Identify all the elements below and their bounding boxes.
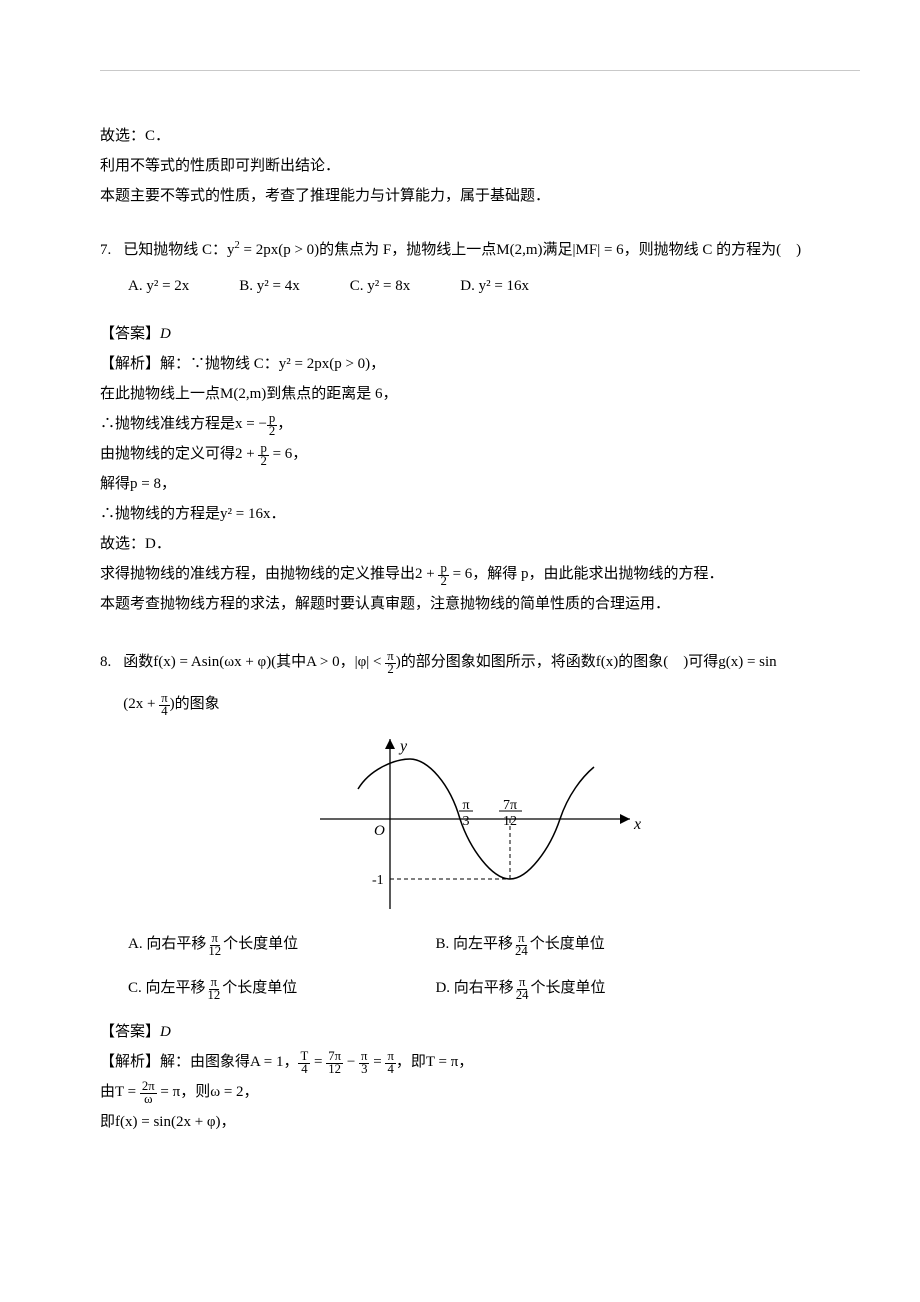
option-b: B. 向左平移π24个长度单位 xyxy=(435,929,742,959)
q8-sol-l1: 【解析】解：由图象得A = 1，T4 = 7π12 − π3 = π4，即T =… xyxy=(100,1047,860,1077)
option-a: A. y² = 2x xyxy=(128,271,189,301)
q-number: 7. xyxy=(100,235,111,265)
option-d: D. 向右平移π24个长度单位 xyxy=(435,973,742,1003)
line: ∴抛物线准线方程是x = −p2， xyxy=(100,409,860,439)
line: 故选：C． xyxy=(100,121,860,151)
option-a: A. 向右平移π12个长度单位 xyxy=(128,929,435,959)
q8-figure: y x O π 3 7π 12 -1 xyxy=(310,729,650,919)
line: 故选：D． xyxy=(100,529,860,559)
line: 本题考查抛物线方程的求法，解题时要认真审题，注意抛物线的简单性质的合理运用． xyxy=(100,589,860,619)
line: 在此抛物线上一点M(2,m)到焦点的距离是 6， xyxy=(100,379,860,409)
axis-x-label: x xyxy=(633,816,641,833)
q8-options: A. 向右平移π12个长度单位 B. 向左平移π24个长度单位 C. 向左平移π… xyxy=(128,929,860,1017)
line: ∴抛物线的方程是y² = 16x． xyxy=(100,499,860,529)
q8: 8. 函数f(x) = Asin(ωx + φ)(其中A > 0，|φ| < π… xyxy=(100,647,860,719)
axis-y-label: y xyxy=(398,738,408,755)
line: 利用不等式的性质即可判断出结论． xyxy=(100,151,860,181)
page: 故选：C． 利用不等式的性质即可判断出结论． 本题主要不等式的性质，考查了推理能… xyxy=(0,0,920,1302)
line: 求得抛物线的准线方程，由抛物线的定义推导出2 + p2 = 6，解得 p，由此能… xyxy=(100,559,860,589)
q8-sol-l2: 由T = 2πω = π，则ω = 2， xyxy=(100,1077,860,1107)
neg1-label: -1 xyxy=(372,873,384,888)
frac-p-2: p2 xyxy=(258,442,268,468)
frac-p-2: p2 xyxy=(438,562,448,588)
q7-solution: 【解析】解：∵抛物线 C：y² = 2px(p > 0)， xyxy=(100,349,860,379)
q7: 7. 已知抛物线 C：y2 = 2px(p > 0)的焦点为 F，抛物线上一点M… xyxy=(100,235,860,265)
frac-pi-2: π2 xyxy=(385,650,395,676)
q8-stem: 函数f(x) = Asin(ωx + φ)(其中A > 0，|φ| < π2)的… xyxy=(123,647,776,719)
body: 故选：C． 利用不等式的性质即可判断出结论． 本题主要不等式的性质，考查了推理能… xyxy=(100,121,860,1137)
frac-p-2: p2 xyxy=(267,412,277,438)
q7-stem: 已知抛物线 C：y2 = 2px(p > 0)的焦点为 F，抛物线上一点M(2,… xyxy=(123,235,801,265)
option-b: B. y² = 4x xyxy=(239,271,299,301)
frac-pi-4: π4 xyxy=(159,692,169,718)
q8-sol-l3: 即f(x) = sin(2x + φ)， xyxy=(100,1107,860,1137)
header-rule xyxy=(100,70,860,71)
option-c: C. y² = 8x xyxy=(350,271,410,301)
origin-label: O xyxy=(374,823,385,839)
prev-conclusion: 故选：C． 利用不等式的性质即可判断出结论． 本题主要不等式的性质，考查了推理能… xyxy=(100,121,860,211)
q-number: 8. xyxy=(100,647,111,677)
line: 本题主要不等式的性质，考查了推理能力与计算能力，属于基础题． xyxy=(100,181,860,211)
q7-options: A. y² = 2x B. y² = 4x C. y² = 8x D. y² =… xyxy=(128,271,860,301)
line: 解得p = 8， xyxy=(100,469,860,499)
q8-answer: 【答案】D xyxy=(100,1017,860,1047)
option-c: C. 向左平移π12个长度单位 xyxy=(128,973,435,1003)
q7-answer: 【答案】D xyxy=(100,319,860,349)
line: 由抛物线的定义可得2 + p2 = 6， xyxy=(100,439,860,469)
option-d: D. y² = 16x xyxy=(460,271,529,301)
